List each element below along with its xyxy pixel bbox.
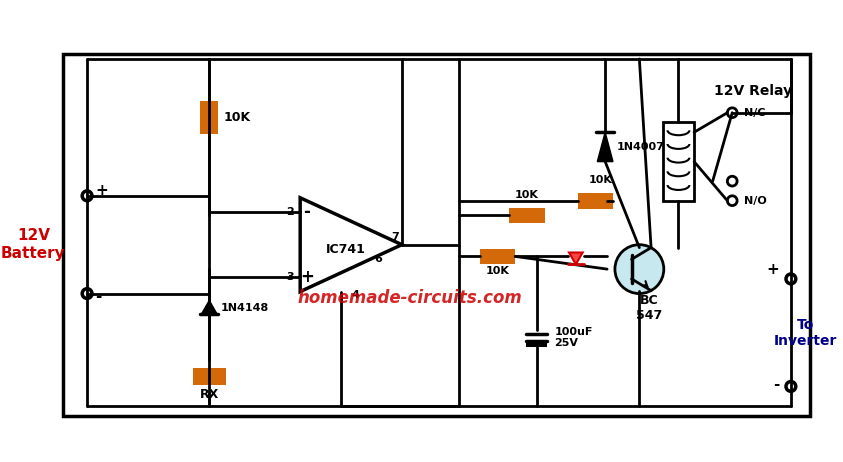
Text: N/O: N/O	[744, 196, 766, 206]
Text: -: -	[773, 377, 779, 392]
Bar	[480, 249, 515, 264]
Text: +: +	[95, 183, 108, 198]
Circle shape	[786, 274, 796, 284]
Text: N/C: N/C	[744, 108, 765, 118]
Bar	[663, 122, 694, 201]
Circle shape	[728, 108, 737, 118]
Text: +: +	[300, 268, 314, 286]
Polygon shape	[201, 300, 217, 314]
Bar	[62, 54, 810, 416]
Circle shape	[82, 191, 92, 201]
Text: BC
547: BC 547	[636, 294, 663, 322]
Polygon shape	[598, 132, 613, 162]
Text: 12V
Battery: 12V Battery	[1, 229, 66, 261]
Text: 1N4148: 1N4148	[221, 303, 269, 313]
Text: 10K: 10K	[515, 190, 539, 200]
Circle shape	[728, 196, 737, 206]
Text: -: -	[95, 289, 101, 304]
Polygon shape	[300, 198, 402, 292]
Text: 6: 6	[374, 254, 383, 264]
Bar	[201, 101, 218, 134]
Text: -: -	[303, 203, 310, 221]
Text: 100uF
25V: 100uF 25V	[555, 327, 593, 348]
Circle shape	[728, 176, 737, 186]
Circle shape	[615, 245, 663, 293]
Text: 7: 7	[391, 232, 399, 242]
Bar	[509, 207, 545, 223]
Text: To
Inverter: To Inverter	[774, 317, 837, 348]
Text: IC741: IC741	[326, 243, 366, 256]
Text: 12V Relay: 12V Relay	[714, 84, 792, 98]
Text: 2: 2	[287, 207, 294, 218]
Text: 10K: 10K	[224, 111, 251, 124]
Text: 4: 4	[352, 291, 360, 300]
Text: homemade-circuits.com: homemade-circuits.com	[298, 290, 522, 307]
Bar	[526, 341, 547, 347]
Polygon shape	[569, 253, 583, 264]
Circle shape	[82, 289, 92, 298]
Text: RX: RX	[200, 388, 219, 401]
Text: 10K: 10K	[588, 175, 612, 185]
Bar	[577, 193, 613, 208]
Bar	[193, 368, 226, 385]
Circle shape	[786, 382, 796, 391]
Text: +: +	[766, 262, 779, 277]
Text: 10K: 10K	[486, 266, 509, 276]
Text: 1N4007: 1N4007	[617, 142, 665, 152]
Text: 3: 3	[287, 272, 294, 282]
